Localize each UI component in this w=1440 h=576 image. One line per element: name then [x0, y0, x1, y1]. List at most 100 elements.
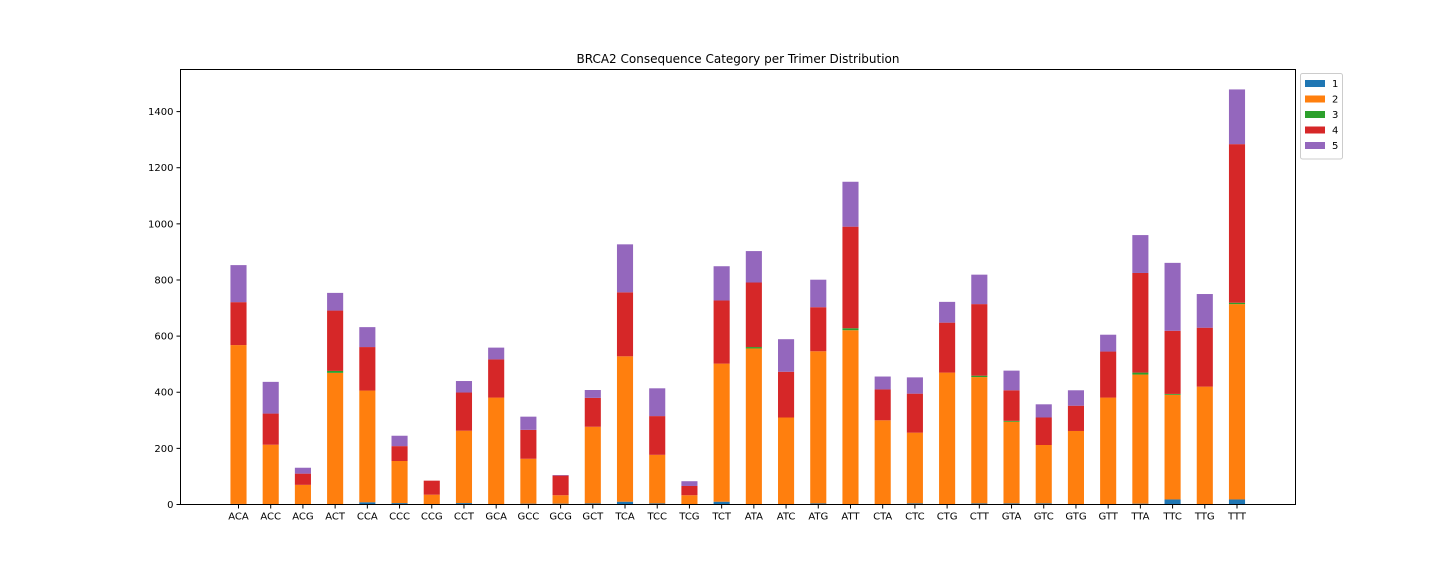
bar-CCC-series-4 [391, 446, 408, 461]
bar-ATG-series-2 [810, 351, 827, 504]
bar-CCC-series-5 [391, 435, 408, 447]
x-tick-label: TTA [1130, 512, 1149, 523]
bar-TCG-series-2 [681, 495, 698, 505]
x-tick-label: CTC [905, 512, 925, 523]
legend-swatch-2 [1305, 95, 1325, 103]
bar-GTT-series-5 [1100, 334, 1117, 352]
bar-CTC-series-2 [906, 432, 923, 504]
bar-ACA-series-2 [230, 345, 247, 504]
bar-TCA-series-4 [616, 292, 634, 357]
bar-ATG-series-5 [810, 279, 827, 308]
bar-CTC-series-1 [906, 503, 923, 505]
bar-GTT-series-4 [1100, 351, 1117, 398]
bar-CCA-series-5 [359, 327, 376, 348]
legend-swatch-4 [1305, 126, 1325, 134]
x-tick-label: TCT [711, 512, 732, 523]
bar-GCG-series-2 [552, 495, 569, 504]
bar-GTT-series-2 [1100, 397, 1117, 505]
bar-GCA-series-2 [488, 397, 505, 505]
bar-TTG-series-4 [1196, 327, 1213, 387]
y-tick-label: 1200 [148, 163, 173, 174]
bar-GCC-series-4 [520, 429, 537, 459]
legend-label-4: 4 [1332, 126, 1338, 137]
bar-ACT-series-4 [327, 310, 344, 371]
bar-TTA-series-3 [1132, 372, 1149, 375]
y-tick-label: 0 [167, 500, 173, 511]
bar-CCT-series-2 [455, 430, 473, 504]
bar-GCT-series-2 [584, 426, 601, 504]
bar-TTT-series-3 [1228, 302, 1246, 305]
bar-ACA-series-5 [230, 265, 247, 303]
bar-TTC-series-3 [1164, 393, 1181, 395]
bar-CCA-series-2 [359, 390, 376, 503]
bar-TCA-series-1 [616, 501, 634, 505]
bar-ACC-series-4 [262, 413, 279, 445]
x-tick-label: CTA [873, 512, 892, 523]
bar-CCC-series-1 [391, 503, 408, 505]
bar-TCT-series-5 [713, 266, 730, 301]
bar-CTC-series-5 [906, 377, 923, 394]
bar-GTA-series-3 [1003, 420, 1020, 422]
bar-GCC-series-5 [520, 416, 537, 430]
y-tick-label: 400 [154, 388, 173, 399]
bar-TCT-series-4 [713, 300, 730, 364]
y-tick-label: 200 [154, 444, 173, 455]
bar-GTG-series-5 [1067, 390, 1084, 406]
x-tick-label: GCG [549, 512, 571, 523]
bar-GTA-series-4 [1003, 390, 1020, 421]
x-tick-label: GTT [1098, 512, 1118, 523]
x-tick-label: ACC [260, 512, 281, 523]
bar-CTT-series-2 [971, 377, 988, 504]
bar-GTC-series-5 [1035, 404, 1052, 418]
x-tick-label: ACA [228, 512, 249, 523]
bar-CCA-series-1 [359, 502, 376, 505]
bar-ATT-series-2 [842, 330, 859, 505]
bar-ATT-series-3 [842, 328, 859, 331]
y-tick-label: 1400 [148, 107, 173, 118]
legend-swatch-5 [1305, 142, 1325, 149]
bar-GCG-series-4 [552, 475, 569, 496]
bar-CCG-series-4 [423, 480, 440, 495]
bar-GCT-series-4 [584, 397, 601, 427]
bar-CCT-series-1 [455, 503, 473, 505]
x-tick-label: ATG [808, 512, 828, 523]
bar-GCC-series-2 [520, 458, 537, 504]
bar-TTC-series-5 [1164, 262, 1181, 331]
bar-CCT-series-5 [455, 381, 473, 393]
bar-TTT-series-1 [1228, 499, 1246, 505]
y-tick-label: 800 [154, 275, 173, 286]
bar-ATA-series-2 [745, 348, 762, 505]
bar-CTA-series-4 [874, 389, 891, 421]
x-tick-label: ATA [745, 512, 763, 523]
x-tick-label: TCG [678, 512, 699, 523]
bar-CTG-series-5 [939, 301, 956, 323]
x-tick-label: ATT [841, 512, 860, 523]
bar-TCT-series-2 [713, 363, 730, 502]
bar-ACG-series-4 [294, 473, 311, 485]
bar-CCC-series-2 [391, 461, 408, 504]
bar-TTT-series-2 [1228, 304, 1246, 500]
bar-CTA-series-5 [874, 376, 891, 390]
legend-swatch-1 [1305, 80, 1325, 87]
bar-ATT-series-4 [842, 226, 859, 329]
bar-ACG-series-5 [294, 467, 311, 474]
x-axis: ACA ACC ACG ACT CCA CCC CCG CCT GCA GCC GCG GCT TCA T… [228, 504, 1247, 523]
bar-TCG-series-5 [681, 481, 698, 486]
x-tick-label: GTG [1065, 512, 1086, 523]
bar-TTG-series-5 [1196, 294, 1213, 328]
bar-GTC-series-1 [1035, 503, 1052, 505]
bar-GCA-series-5 [488, 347, 505, 360]
bar-GTA-series-2 [1003, 421, 1020, 504]
bar-ACT-series-2 [327, 372, 344, 505]
bar-CCT-series-4 [455, 392, 473, 431]
bar-GTC-series-4 [1035, 417, 1052, 445]
bar-ATC-series-2 [778, 417, 795, 505]
bar-CTG-series-4 [939, 322, 956, 373]
bar-CTT-series-4 [971, 304, 988, 376]
x-tick-label: CCG [421, 512, 443, 523]
legend-label-3: 3 [1332, 110, 1338, 121]
bar-GTG-series-2 [1067, 430, 1084, 505]
x-tick-label: GCA [485, 512, 507, 523]
x-tick-label: GTC [1034, 512, 1054, 523]
legend-label-5: 5 [1332, 141, 1338, 152]
